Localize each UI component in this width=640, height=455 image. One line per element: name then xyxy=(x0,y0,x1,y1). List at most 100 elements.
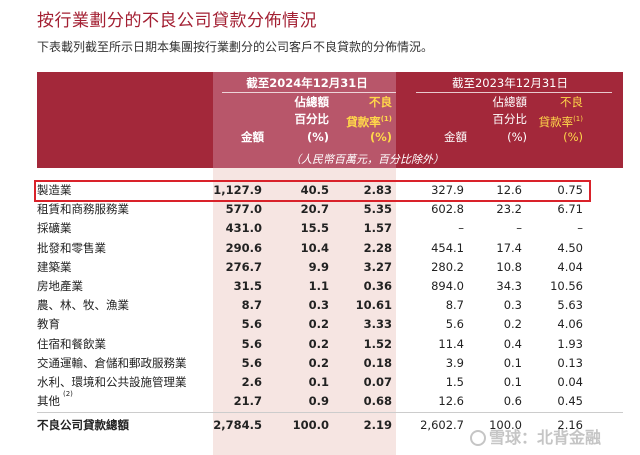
row-share-2023: 0.1 xyxy=(503,375,522,389)
header-share-2023-l1: 佔總額 xyxy=(492,95,528,109)
row-amount-2024: 5.6 xyxy=(241,336,262,351)
row-share-2023: 0.4 xyxy=(503,336,522,351)
row-amount-2024: 21.7 xyxy=(233,394,262,409)
row-share-2024: 0.3 xyxy=(308,298,329,313)
header-share-2023-l3: (%) xyxy=(507,130,527,144)
row-amount-2023: 12.6 xyxy=(438,394,464,409)
row-share-2024: 0.2 xyxy=(308,355,329,370)
header-npl-2023-l1: 不良 xyxy=(560,95,583,109)
total-share-2023: 100.0 xyxy=(489,418,522,432)
row-share-2023: 0.6 xyxy=(503,394,522,409)
header-amount-2023: 金額 xyxy=(444,130,467,144)
row-industry-name: 教育 xyxy=(37,317,60,332)
row-share-2023: 0.1 xyxy=(503,355,522,370)
row-footnote-marker: (2) xyxy=(63,390,73,399)
header-share-2024-l3: (%) xyxy=(306,130,329,144)
row-amount-2023: 1.5 xyxy=(445,375,464,389)
row-share-2024: 0.9 xyxy=(308,394,329,409)
row-share-2023: 0.2 xyxy=(503,317,522,332)
row-industry-name: 其他 xyxy=(37,394,60,409)
row-industry-name: 交通運輸、倉儲和郵政服務業 xyxy=(37,355,187,370)
row-share-2024: 15.5 xyxy=(300,221,329,236)
header-npl-2024-l3: (%) xyxy=(369,130,392,144)
row-npl-2023: 0.45 xyxy=(557,394,583,409)
row-npl-2024: 10.61 xyxy=(355,298,392,313)
table-row: 其他 (2) 21.7 0.9 0.68 12.6 0.6 0.45 xyxy=(37,390,623,410)
row-npl-2024: 0.36 xyxy=(363,279,392,293)
row-amount-2024: 5.6 xyxy=(241,317,262,332)
table-row: 採礦業 431.0 15.5 1.57 – – – xyxy=(37,219,623,237)
column-2024-highlight xyxy=(213,168,396,455)
row-share-2024: 0.1 xyxy=(308,375,329,389)
row-industry-name: 住宿和餐飲業 xyxy=(37,336,106,351)
table-row: 交通運輸、倉儲和郵政服務業 5.6 0.2 0.18 3.9 0.1 0.13 xyxy=(37,354,623,372)
table-row: 水利、環境和公共設施管理業 2.6 0.1 0.07 1.5 0.1 0.04 xyxy=(37,373,623,391)
row-share-2024: 0.2 xyxy=(308,317,329,332)
total-name: 不良公司貸款總額 xyxy=(37,418,129,432)
header-share-2023-l2: 百分比 xyxy=(492,112,528,126)
row-amount-2024: 5.6 xyxy=(241,355,262,370)
page-title: 按行業劃分的不良公司貸款分佈情況 xyxy=(37,11,317,31)
row-industry-name: 採礦業 xyxy=(37,221,72,236)
row-npl-2024: 0.18 xyxy=(363,355,392,370)
row-npl-2024: 2.28 xyxy=(363,240,392,255)
header-amount-2024: 金額 xyxy=(241,130,264,144)
row-amount-2023: 5.6 xyxy=(445,317,464,332)
row-share-2023: 10.8 xyxy=(496,259,522,274)
row-npl-2024: 0.07 xyxy=(363,375,392,389)
table-row: 租賃和商務服務業 577.0 20.7 5.35 602.8 23.2 6.71 xyxy=(37,200,623,218)
row-npl-2023: 5.63 xyxy=(557,298,583,313)
row-amount-2024: 431.0 xyxy=(225,221,262,236)
row-industry-name: 房地產業 xyxy=(37,279,83,293)
row-npl-2023: – xyxy=(577,221,583,236)
header-2024-highlight xyxy=(213,72,396,168)
total-npl-2024: 2.19 xyxy=(363,418,392,432)
row-npl-2023: 0.04 xyxy=(557,375,583,389)
row-npl-2023: 6.71 xyxy=(557,202,583,217)
row-share-2024: 20.7 xyxy=(300,202,329,217)
header-rule-2024 xyxy=(222,92,396,93)
row-npl-2024: 3.33 xyxy=(363,317,392,332)
total-npl-2023: 2.16 xyxy=(557,418,583,432)
row-npl-2024: 2.83 xyxy=(363,183,392,197)
row-npl-2024: 1.52 xyxy=(363,336,392,351)
row-amount-2023: 602.8 xyxy=(431,202,464,217)
row-industry-name: 租賃和商務服務業 xyxy=(37,202,129,217)
row-share-2023: 34.3 xyxy=(496,279,522,293)
header-npl-2024-l2: 貸款率(1) xyxy=(346,114,392,129)
header-share-2024-l1: 佔總額 xyxy=(294,95,330,109)
row-amount-2023: 11.4 xyxy=(438,336,464,351)
row-share-2023: 23.2 xyxy=(496,202,522,217)
row-amount-2024: 2.6 xyxy=(241,375,262,389)
row-npl-2023: 0.75 xyxy=(557,183,583,197)
header-npl-2023-l2: 貸款率(1) xyxy=(538,114,583,129)
row-amount-2024: 290.6 xyxy=(225,240,262,255)
row-npl-2023: 4.04 xyxy=(557,259,583,274)
row-share-2024: 10.4 xyxy=(300,240,329,255)
row-industry-name: 農、林、牧、漁業 xyxy=(37,298,129,313)
manufacturing-row-highlight xyxy=(34,180,591,202)
row-amount-2024: 276.7 xyxy=(225,259,262,274)
header-rule-2023 xyxy=(416,92,612,93)
row-npl-2023: 0.13 xyxy=(557,355,583,370)
row-npl-2024: 5.35 xyxy=(363,202,392,217)
row-npl-2024: 1.57 xyxy=(363,221,392,236)
table-row: 教育 5.6 0.2 3.33 5.6 0.2 4.06 xyxy=(37,315,623,333)
row-share-2023: – xyxy=(516,221,522,236)
row-amount-2023: 280.2 xyxy=(431,259,464,274)
table-row: 製造業 1,127.9 40.5 2.83 327.9 12.6 0.75 xyxy=(37,181,623,199)
row-npl-2024: 0.68 xyxy=(363,394,392,409)
row-npl-2023: 1.93 xyxy=(557,336,583,351)
watermark: 雪球：北背金融 xyxy=(470,424,601,448)
header-period-2023: 截至2023年12月31日 xyxy=(451,76,569,90)
row-amount-2024: 31.5 xyxy=(233,279,262,293)
row-share-2023: 12.6 xyxy=(496,183,522,197)
total-separator xyxy=(37,412,623,413)
row-npl-2023: 4.06 xyxy=(557,317,583,332)
row-share-2024: 9.9 xyxy=(308,259,329,274)
unit-note: （人民幣百萬元，百分比除外） xyxy=(290,153,444,166)
header-period-2024: 截至2024年12月31日 xyxy=(246,76,368,90)
header-share-2024-l2: 百分比 xyxy=(294,112,330,126)
row-npl-2023: 10.56 xyxy=(550,279,583,293)
row-npl-2024: 3.27 xyxy=(363,259,392,274)
